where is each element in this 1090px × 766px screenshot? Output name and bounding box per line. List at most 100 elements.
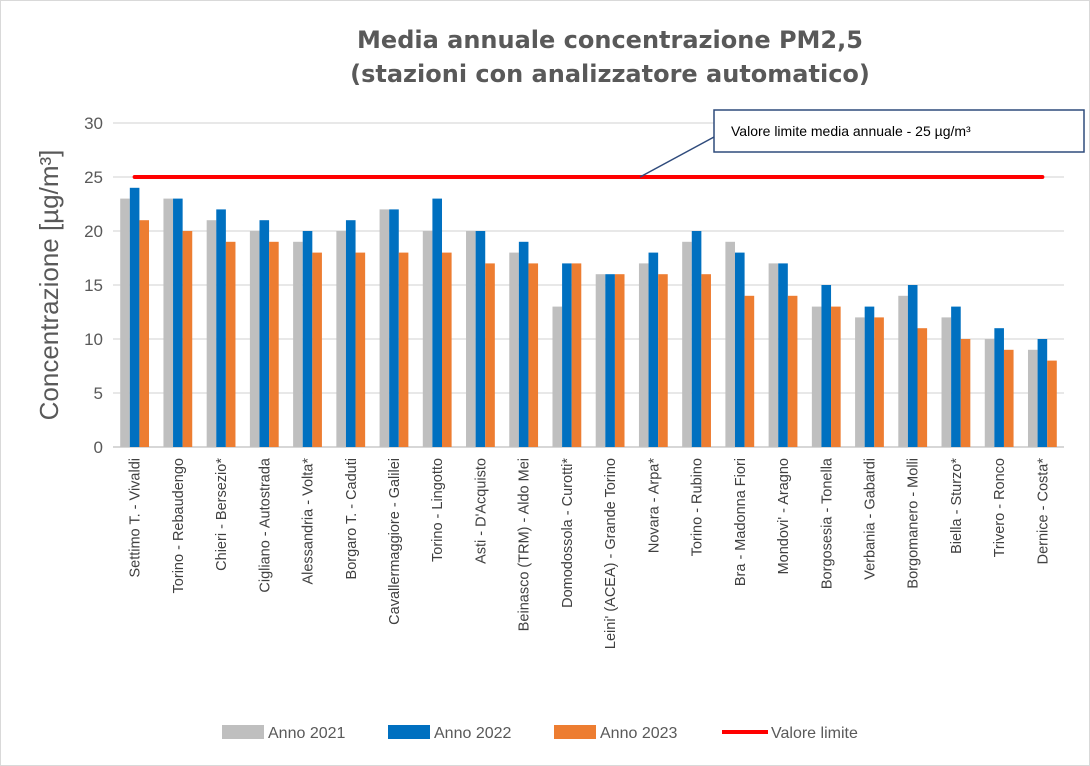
bar-anno-2022 — [432, 198, 443, 447]
bar-anno-2023 — [528, 263, 539, 447]
bar-anno-2021 — [466, 231, 476, 447]
x-tick-label: Bra - Madonna Fiori — [733, 458, 749, 586]
bar-anno-2022 — [259, 220, 270, 447]
bar-anno-2021 — [682, 241, 692, 447]
x-tick-label: Cigliano - Autostrada — [257, 457, 273, 593]
bar-anno-2023 — [312, 252, 322, 447]
bar-anno-2021 — [855, 317, 865, 447]
callout-connector — [639, 136, 715, 178]
legend-label: Anno 2023 — [600, 725, 678, 742]
y-tick-label: 0 — [94, 438, 103, 457]
bar-anno-2022 — [734, 252, 745, 447]
legend-swatch — [222, 725, 264, 739]
bar-anno-2022 — [389, 209, 399, 447]
x-tick-label: Torino - Rebaudengo — [171, 458, 187, 593]
bar-anno-2022 — [864, 306, 875, 447]
bar-anno-2021 — [898, 295, 908, 447]
x-tick-label: Cavallermaggiore - Galilei — [387, 458, 403, 625]
bar-anno-2023 — [960, 339, 971, 447]
x-tick-label: Borgomanero - Molli — [906, 458, 922, 589]
bar-anno-2022 — [475, 231, 486, 447]
bar-anno-2023 — [917, 328, 928, 447]
chart-title: Media annuale concentrazione PM2,5 — [357, 26, 863, 54]
x-tick-label: Alessandria - Volta* — [301, 458, 317, 585]
x-tick-label: Torino - Lingotto — [430, 458, 446, 562]
bar-anno-2021 — [206, 220, 217, 447]
bar-anno-2021 — [249, 231, 260, 447]
bar-anno-2023 — [571, 263, 582, 447]
x-tick-label: Asti - D'Acquisto — [473, 458, 489, 564]
bar-anno-2022 — [648, 252, 659, 447]
bar-anno-2021 — [163, 198, 174, 447]
x-tick-label: Mondovi' - Aragno — [776, 458, 792, 574]
bar-anno-2023 — [139, 220, 150, 447]
bar-anno-2023 — [1003, 349, 1014, 447]
bar-anno-2022 — [1037, 339, 1048, 447]
bar-anno-2022 — [951, 306, 961, 447]
bar-anno-2021 — [595, 274, 606, 447]
bar-anno-2023 — [355, 252, 366, 447]
bar-anno-2022 — [994, 328, 1004, 447]
bar-anno-2021 — [293, 241, 303, 447]
x-tick-label: Settimo T. - Vivaldi — [128, 458, 144, 578]
x-tick-label: Torino - Rubino — [690, 458, 706, 556]
x-tick-label: Leini' (ACEA) - Grande Torino — [603, 458, 619, 649]
callout-text: Valore limite media annuale - 25 µg/m³ — [731, 123, 971, 139]
bar-anno-2022 — [778, 263, 788, 447]
bar-anno-2023 — [744, 295, 755, 447]
bar-anno-2021 — [811, 306, 822, 447]
bar-anno-2022 — [907, 285, 918, 447]
y-tick-label: 30 — [84, 114, 103, 133]
bar-anno-2021 — [509, 252, 519, 447]
bar-anno-2021 — [120, 198, 130, 447]
bar-anno-2022 — [173, 198, 183, 447]
callout-box — [713, 109, 1085, 153]
bar-anno-2023 — [787, 295, 798, 447]
bar-anno-2023 — [398, 252, 409, 447]
bar-anno-2023 — [442, 252, 452, 447]
legend-label: Valore limite — [771, 725, 858, 742]
x-tick-label: Borgaro T. - Caduti — [344, 458, 360, 579]
x-tick-label: Chieri - Bersezio* — [214, 458, 230, 571]
chart-subtitle: (stazioni con analizzatore automatico) — [350, 60, 870, 88]
bar-anno-2023 — [485, 263, 495, 447]
bar-anno-2022 — [605, 274, 615, 447]
bar-anno-2023 — [182, 231, 193, 447]
y-tick-label: 5 — [94, 384, 103, 403]
bar-anno-2022 — [691, 231, 702, 447]
bar-anno-2023 — [874, 317, 884, 447]
bar-anno-2022 — [216, 209, 226, 447]
bar-anno-2022 — [518, 241, 529, 447]
bar-anno-2021 — [725, 241, 735, 447]
y-axis-label: Concentrazione [µg/m³] — [34, 150, 64, 421]
bar-anno-2021 — [379, 209, 390, 447]
x-tick-label: Trivero - Ronco — [992, 458, 1008, 557]
y-tick-label: 25 — [84, 168, 103, 187]
x-tick-label: Verbania - Gabardi — [862, 458, 878, 580]
y-tick-label: 10 — [84, 330, 103, 349]
x-tick-label: Beinasco (TRM) - Aldo Mei — [517, 458, 533, 631]
bar-anno-2023 — [658, 274, 668, 447]
bar-anno-2022 — [562, 263, 572, 447]
bar-anno-2023 — [1047, 360, 1057, 447]
bar-anno-2023 — [269, 241, 279, 447]
x-tick-label: Dernice - Costa* — [1035, 458, 1051, 565]
bar-anno-2023 — [831, 306, 841, 447]
annotation-callout: Valore limite media annuale - 25 µg/m³ — [639, 109, 1085, 178]
bar-anno-2023 — [225, 241, 236, 447]
y-tick-label: 15 — [84, 276, 103, 295]
x-tick-label: Novara - Arpa* — [646, 458, 662, 553]
bar-anno-2021 — [336, 231, 346, 447]
bar-anno-2021 — [941, 317, 952, 447]
bar-anno-2022 — [345, 220, 356, 447]
bar-anno-2022 — [129, 187, 140, 448]
bar-anno-2022 — [302, 231, 313, 447]
legend-label: Anno 2021 — [268, 725, 346, 742]
bar-anno-2021 — [1027, 349, 1038, 447]
bar-anno-2023 — [701, 274, 711, 447]
bar-anno-2021 — [768, 263, 779, 447]
bar-anno-2021 — [984, 339, 995, 447]
legend-swatch — [554, 725, 596, 739]
x-tick-label: Biella - Sturzo* — [949, 458, 965, 554]
